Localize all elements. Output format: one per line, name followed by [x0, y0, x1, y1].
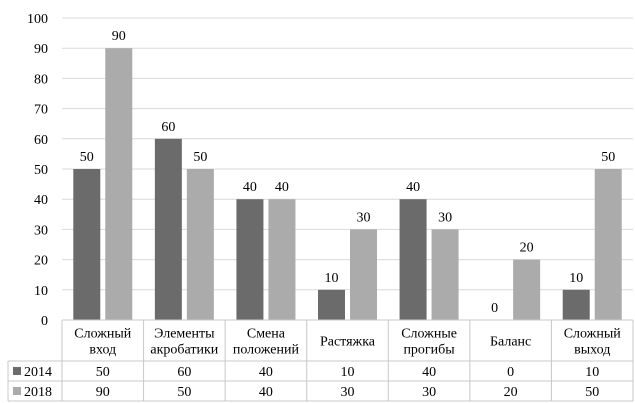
y-axis-ticks: 0 10 20 30 40 50 60 70 80 90 100	[27, 12, 48, 329]
data-label-2014-6: 10	[569, 271, 583, 286]
category-label-line: Элементы	[154, 327, 215, 342]
bar-2018-6	[594, 169, 622, 320]
y-tick-label-60: 60	[34, 133, 48, 148]
category-label-line: Растяжка	[320, 335, 376, 350]
legend-key-2018	[13, 387, 21, 395]
category-label-line: положений	[233, 343, 300, 358]
y-tick-label-50: 50	[34, 163, 48, 178]
table-cell-2014-2: 40	[259, 365, 273, 380]
table-cell-2014-3: 10	[341, 365, 355, 380]
bar-2018-1	[186, 169, 214, 320]
data-label-2014-0: 50	[80, 150, 94, 165]
y-tick-label-70: 70	[34, 103, 48, 118]
bar-2018-3	[350, 229, 377, 320]
legend-key-2014	[13, 367, 21, 375]
data-label-2018-0: 90	[112, 29, 126, 44]
data-label-2014-5: 0	[491, 301, 498, 316]
data-label-2014-4: 40	[406, 180, 420, 195]
data-label-2014-1: 60	[161, 120, 175, 135]
category-label-5: Баланс	[490, 335, 531, 350]
table-cell-2018-4: 30	[422, 385, 436, 400]
bar-2014-6	[562, 289, 590, 320]
category-label-line: Смена	[247, 327, 286, 342]
y-tick-label-90: 90	[34, 42, 48, 57]
table-cell-2018-1: 50	[177, 385, 191, 400]
y-tick-label-0: 0	[41, 314, 48, 329]
bar-2018-5	[513, 259, 541, 320]
bar-2014-4	[399, 199, 427, 320]
category-label-line: выход	[574, 343, 610, 358]
category-label-3: Растяжка	[320, 335, 376, 350]
y-tick-label-100: 100	[27, 12, 48, 27]
data-label-2018-6: 50	[601, 150, 615, 165]
table-cell-2018-6: 50	[585, 385, 599, 400]
data-label-2018-5: 20	[520, 241, 534, 256]
data-label-2018-4: 30	[438, 210, 452, 225]
gridlines	[62, 17, 633, 321]
y-tick-label-10: 10	[34, 284, 48, 299]
y-tick-label-20: 20	[34, 254, 48, 269]
legend-label-2018: 2018	[24, 385, 52, 400]
data-labels: 50 90 60 50 40 40 10 30 40 30 0 20 10 50	[80, 29, 615, 316]
bar-2018-2	[268, 199, 296, 320]
bar-2014-1	[154, 138, 182, 320]
category-label-6: Сложный выход	[564, 327, 622, 358]
table-cell-2014-6: 10	[585, 365, 599, 380]
table-cell-2014-1: 60	[177, 365, 191, 380]
table-cell-2018-5: 20	[504, 385, 518, 400]
data-label-2018-3: 30	[357, 210, 371, 225]
bars	[73, 48, 622, 320]
data-label-2018-2: 40	[275, 180, 289, 195]
bar-2018-0	[105, 48, 133, 320]
table-cell-2014-0: 50	[96, 365, 110, 380]
category-label-line: акробатики	[150, 343, 218, 358]
data-label-2014-2: 40	[243, 180, 257, 195]
table-cell-2018-3: 30	[341, 385, 355, 400]
category-label-line: прогибы	[403, 343, 455, 358]
table-cell-2014-4: 40	[422, 365, 436, 380]
table-cell-2018-0: 90	[96, 385, 110, 400]
category-label-line: вход	[89, 343, 116, 358]
y-tick-label-40: 40	[34, 193, 48, 208]
category-label-line: Баланс	[490, 335, 531, 350]
category-label-2: Смена положений	[233, 327, 300, 358]
legend-label-2014: 2014	[24, 365, 52, 380]
bar-2014-3	[318, 289, 345, 320]
category-label-4: Сложные прогибы	[401, 327, 457, 358]
table-cell-2014-5: 0	[507, 365, 514, 380]
category-label-line: Сложный	[564, 327, 622, 342]
category-label-line: Сложные	[401, 327, 457, 342]
category-label-1: Элементы акробатики	[150, 327, 218, 358]
data-label-2014-3: 10	[325, 271, 339, 286]
y-tick-label-30: 30	[34, 223, 48, 238]
data-label-2018-1: 50	[193, 150, 207, 165]
bar-2014-0	[73, 169, 101, 320]
y-tick-label-80: 80	[34, 72, 48, 87]
bar-2018-4	[431, 229, 459, 320]
table-cell-2018-2: 40	[259, 385, 273, 400]
category-label-0: Сложный вход	[74, 327, 132, 358]
bar-2014-2	[236, 199, 264, 320]
category-label-line: Сложный	[74, 327, 132, 342]
